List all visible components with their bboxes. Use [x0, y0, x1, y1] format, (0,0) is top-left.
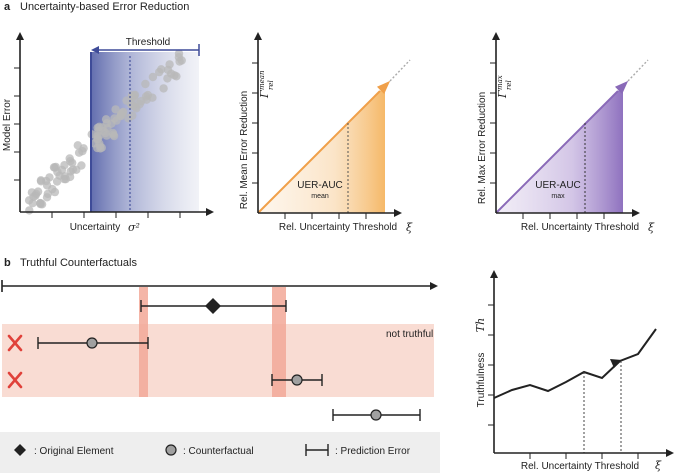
scatter-point: [93, 123, 102, 133]
scatter-point: [155, 67, 164, 77]
plot3-ymax-sub: rel: [505, 80, 513, 90]
legend-counterfactual-icon: [165, 444, 177, 456]
legend-background: [0, 432, 440, 473]
scatter-point: [93, 131, 102, 141]
threshold-arrow-head: [91, 46, 99, 54]
truthfulness-chart: Truthfulness Th Rel. Uncertainty Thresho…: [474, 270, 674, 472]
scatter-point: [73, 141, 83, 150]
diagonal-mean: [257, 90, 381, 214]
threshold-label: Threshold: [126, 37, 170, 48]
plot2-auc-sub: mean: [311, 193, 329, 200]
cross-icon: [7, 371, 23, 389]
scatter-point: [141, 79, 150, 89]
panel-b-title: Truthful Counterfactuals: [20, 257, 137, 269]
scatter-point: [45, 173, 54, 182]
scatter-point: [163, 74, 172, 83]
plot2-auc-label: UER-AUC: [297, 180, 343, 191]
legend-error-label: : Prediction Error: [335, 446, 411, 457]
scatter-point: [60, 161, 69, 170]
diagonal-mean-head: [376, 80, 391, 95]
plot3-ylabel: Rel. Max Error Reduction: [477, 92, 488, 204]
counterfactual-diagram: not truthful: [1, 280, 438, 421]
legend-original-icon: [14, 444, 26, 456]
plot-uncertainty-vs-error: Threshold Model Error Uncertainty σ²: [2, 32, 214, 234]
plot3-ymax-symbol: Γ: [496, 90, 509, 99]
scatter-point: [36, 177, 46, 186]
plot-max-error-reduction: Rel. Max Error Reduction Γ max rel UER-A…: [477, 32, 655, 234]
scatter-point: [175, 57, 184, 66]
scatter-point: [159, 84, 168, 93]
diagonal-max: [495, 90, 619, 214]
highlight-right: [272, 287, 286, 397]
counterfactual-marker: [370, 409, 382, 421]
scatter-point: [60, 172, 69, 181]
diagonal-max-head: [614, 80, 629, 95]
scatter-point: [109, 131, 119, 141]
plot3-auc-sub: max: [551, 193, 565, 200]
panel-a-title: Uncertainty-based Error Reduction: [20, 1, 189, 13]
scatter-point: [148, 72, 158, 82]
chart-xlabel: Rel. Uncertainty Threshold: [521, 461, 639, 472]
highlight-left: [139, 287, 148, 397]
counterfactual-marker: [291, 374, 303, 386]
truthfulness-curve: [493, 328, 657, 399]
scatter-point: [111, 105, 120, 114]
scatter-point: [42, 193, 52, 202]
panel-b-letter: b: [4, 257, 11, 269]
scatter-point: [126, 100, 136, 109]
diagonal-max-extension: [627, 59, 649, 82]
plot2-xlabel: Rel. Uncertainty Threshold: [279, 222, 397, 233]
truthfulness-arrow-head: [610, 359, 622, 368]
scatter-point: [103, 124, 112, 133]
plot2-ymax-symbol: Γ: [258, 90, 271, 99]
chart-ysymbol: Th: [474, 318, 487, 332]
plot2-ymax-sub: rel: [267, 80, 275, 90]
panel-a-letter: a: [4, 1, 11, 13]
scatter-point: [52, 177, 62, 186]
scatter-point: [28, 199, 37, 208]
scatter-point: [118, 108, 127, 117]
scatter-point: [72, 165, 81, 174]
plot1-xlabel: Uncertainty: [70, 222, 121, 233]
not-truthful-label: not truthful: [386, 329, 433, 340]
scatter-point: [142, 95, 151, 104]
original-element-marker: [205, 298, 221, 314]
scatter-point: [130, 90, 140, 100]
plot1-ylabel: Model Error: [2, 98, 13, 151]
counterfactual-marker: [86, 337, 98, 349]
legend-original-label: : Original Element: [34, 446, 114, 457]
plot2-ymax-sup: mean: [258, 70, 266, 90]
scatter-point: [25, 206, 34, 215]
plot3-ymax-sup: max: [496, 75, 504, 90]
chart-ylabel: Truthfulness: [476, 353, 487, 408]
legend: : Original Element : Counterfactual : Pr…: [0, 432, 440, 473]
plot2-xsymbol: ξ: [406, 221, 413, 234]
plot3-auc-label: UER-AUC: [535, 180, 581, 191]
not-truthful-band: [2, 324, 434, 397]
legend-counterfactual-label: : Counterfactual: [183, 446, 254, 457]
legend-error-icon: [305, 444, 329, 456]
scatter-point: [78, 147, 87, 156]
cross-icon: [7, 334, 23, 352]
scatter-point: [29, 192, 38, 201]
plot2-ylabel: Rel. Mean Error Reduction: [239, 91, 250, 209]
plot1-xsymbol: σ²: [128, 221, 140, 234]
scatter-point: [163, 65, 173, 75]
scatter-point: [36, 199, 45, 208]
plot3-xlabel: Rel. Uncertainty Threshold: [521, 222, 639, 233]
diagonal-mean-extension: [389, 59, 411, 82]
chart-xsymbol: ξ: [655, 459, 662, 472]
plot-mean-error-reduction: Rel. Mean Error Reduction Γ mean rel UER…: [239, 32, 413, 234]
scatter-point: [102, 131, 111, 140]
plot3-xsymbol: ξ: [648, 221, 655, 234]
scatter-point: [97, 143, 107, 152]
scatter-point: [66, 157, 75, 166]
